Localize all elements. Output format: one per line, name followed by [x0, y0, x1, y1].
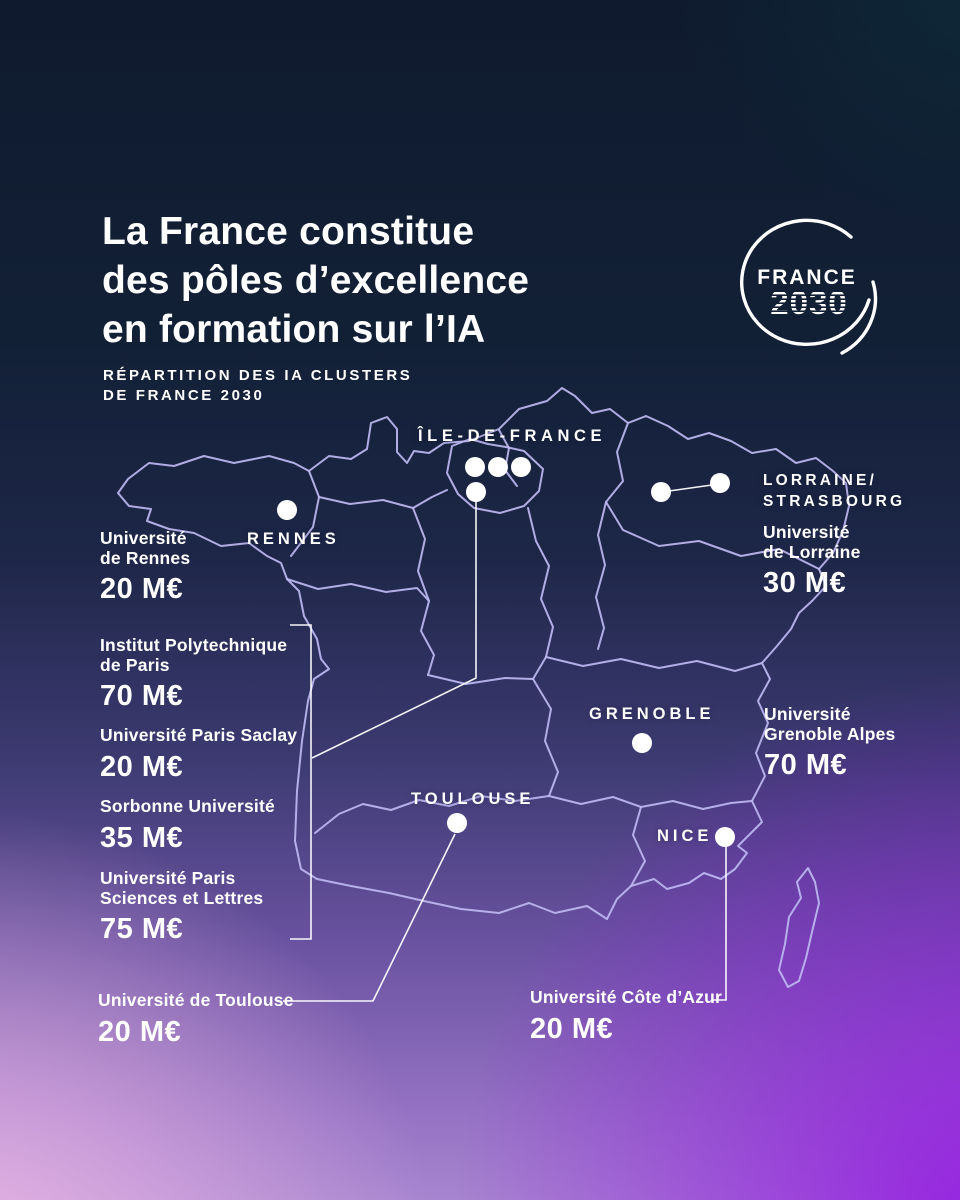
- institution-psl-amount: 75 M€: [100, 913, 184, 945]
- connector-paris-bracket: [290, 624, 312, 940]
- institution-grenoble: Université Grenoble Alpes 70 M€: [764, 704, 896, 781]
- region-border: [290, 470, 320, 557]
- dot-toulouse: [447, 813, 467, 833]
- region-border: [412, 507, 435, 676]
- institution-lorraine: Université de Lorraine 30 M€: [763, 522, 861, 599]
- institution-cote-azur-amount: 20 M€: [530, 1012, 614, 1045]
- region-borders: [286, 422, 820, 887]
- dot-paris-1: [465, 457, 485, 477]
- institution-grenoble-amount: 70 M€: [764, 749, 848, 781]
- institution-sorbonne-amount: 35 M€: [100, 821, 184, 854]
- logo-ring: [739, 218, 871, 347]
- city-label-nice: NICE: [657, 827, 713, 845]
- region-border: [595, 501, 607, 650]
- institution-ipp-amount: 70 M€: [100, 680, 184, 712]
- region-border: [427, 674, 534, 685]
- dot-rennes: [277, 500, 297, 520]
- dot-strasbourg: [710, 473, 730, 493]
- city-label-ile-de-france: ÎLE-DE-FRANCE: [418, 427, 607, 445]
- france-outline: [117, 387, 850, 920]
- region-border: [527, 507, 554, 680]
- institution-lorraine-amount: 30 M€: [763, 567, 847, 599]
- region-border: [630, 806, 646, 887]
- institution-grenoble-name-2: Grenoble Alpes: [764, 723, 896, 744]
- institution-toulouse: Université de Toulouse 20 M€: [98, 990, 294, 1048]
- institution-grenoble-name-1: Université: [764, 704, 851, 724]
- connector-lorraine: [661, 483, 720, 493]
- france-2030-logo: FRANCE 2030: [739, 218, 878, 355]
- region-border: [286, 578, 430, 602]
- region-border: [446, 438, 544, 514]
- institution-sorbonne-name-1: Sorbonne Université: [100, 796, 275, 816]
- city-dots: [277, 457, 735, 847]
- subtitle-line-2: DE FRANCE 2030: [103, 387, 265, 404]
- institution-rennes-amount: 20 M€: [100, 573, 184, 605]
- region-border: [548, 795, 753, 810]
- title-line-1: La France constitue: [102, 210, 475, 253]
- institution-sorbonne: Sorbonne Université 35 M€: [100, 796, 275, 854]
- dot-nice: [715, 827, 735, 847]
- dot-paris-3: [511, 457, 531, 477]
- dot-grenoble: [632, 733, 652, 753]
- institution-ipp: Institut Polytechnique de Paris 70 M€: [100, 635, 288, 712]
- institution-psl: Université Paris Sciences et Lettres 75 …: [100, 868, 264, 945]
- region-border: [314, 795, 550, 834]
- logo-france-text: FRANCE: [757, 266, 857, 289]
- institution-psl-name-1: Université Paris: [100, 868, 236, 888]
- connector-paris: [311, 500, 477, 759]
- city-label-grenoble: GRENOBLE: [589, 705, 715, 723]
- region-border: [605, 422, 820, 570]
- institution-cote-azur-name-1: Université Côte d’Azur: [530, 987, 723, 1007]
- dot-paris-2: [488, 457, 508, 477]
- city-label-lorraine-strasbourg: LORRAINE/ STRASBOURG: [763, 470, 905, 512]
- region-border: [545, 656, 763, 672]
- corsica-outline: [778, 867, 820, 988]
- institution-toulouse-name-1: Université de Toulouse: [98, 990, 294, 1010]
- institution-rennes: Université de Rennes 20 M€: [100, 528, 191, 605]
- institution-saclay-amount: 20 M€: [100, 750, 184, 783]
- subtitle-line-1: RÉPARTITION DES IA CLUSTERS: [103, 367, 413, 384]
- institution-cote-azur: Université Côte d’Azur 20 M€: [530, 987, 723, 1045]
- region-border: [498, 429, 518, 487]
- connector-toulouse: [283, 833, 456, 1002]
- institution-rennes-name-1: Université: [100, 528, 187, 548]
- region-border: [532, 678, 559, 797]
- region-border: [318, 489, 448, 509]
- institution-saclay: Université Paris Saclay 20 M€: [100, 725, 298, 783]
- logo-ring-arc: [840, 280, 878, 355]
- connector-lines: [283, 483, 727, 1002]
- logo-2030-text: 2030: [770, 284, 847, 321]
- title-line-2: des pôles d’excellence: [102, 259, 530, 302]
- institution-lorraine-name-1: Université: [763, 522, 850, 542]
- city-label-lorraine-line: LORRAINE/: [763, 472, 878, 489]
- institution-ipp-name-1: Institut Polytechnique: [100, 635, 288, 655]
- institution-saclay-name-1: Université Paris Saclay: [100, 725, 298, 745]
- dot-paris-4: [466, 482, 486, 502]
- dot-lorraine: [651, 482, 671, 502]
- city-label-rennes: RENNES: [247, 530, 340, 548]
- institution-toulouse-amount: 20 M€: [98, 1015, 182, 1048]
- city-label-strasbourg-line: STRASBOURG: [763, 493, 906, 510]
- institution-ipp-name-2: de Paris: [100, 654, 170, 675]
- page-subtitle: RÉPARTITION DES IA CLUSTERS DE FRANCE 20…: [103, 366, 412, 406]
- title-line-3: en formation sur l’IA: [102, 308, 486, 351]
- city-label-toulouse: TOULOUSE: [411, 790, 535, 808]
- institution-rennes-name-2: de Rennes: [100, 547, 191, 568]
- page-title: La France constitue des pôles d’excellen…: [102, 207, 529, 354]
- institution-psl-name-2: Sciences et Lettres: [100, 887, 264, 908]
- institution-lorraine-name-2: de Lorraine: [763, 541, 861, 562]
- connector-nice: [712, 846, 727, 1001]
